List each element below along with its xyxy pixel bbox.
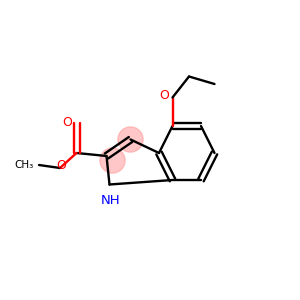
Text: CH₃: CH₃ — [14, 160, 34, 170]
Circle shape — [118, 127, 143, 152]
Text: O: O — [56, 159, 66, 172]
Text: O: O — [159, 89, 169, 103]
Text: O: O — [63, 116, 72, 130]
Circle shape — [100, 148, 125, 173]
Text: NH: NH — [101, 194, 121, 208]
